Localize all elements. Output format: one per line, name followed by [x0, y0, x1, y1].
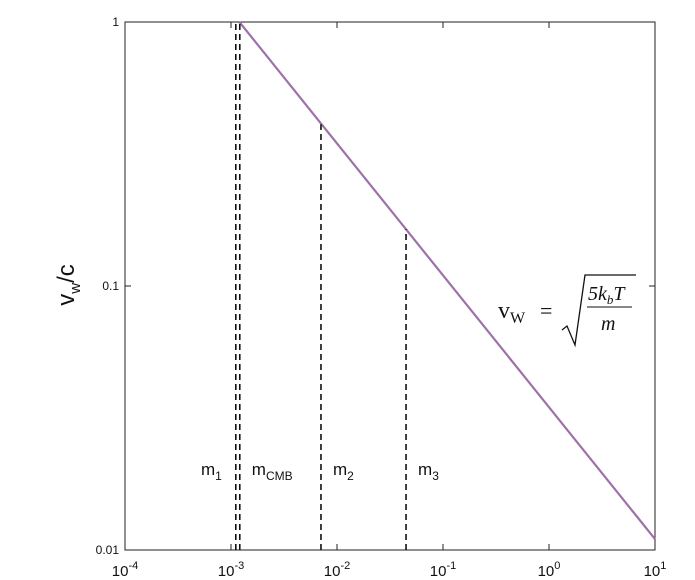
- marker-label-sub: 3: [432, 469, 439, 483]
- marker-label-name: m: [201, 460, 215, 479]
- marker-label: m2: [333, 460, 354, 483]
- marker-label-name: m: [333, 460, 347, 479]
- formula-eq: =: [540, 298, 552, 323]
- y-tick-label: 1: [112, 15, 119, 29]
- marker-label-name: m: [418, 460, 432, 479]
- marker-label-sub: CMB: [266, 469, 293, 483]
- x-tick-label: 10-4: [112, 560, 138, 580]
- marker-label: mCMB: [252, 460, 293, 483]
- marker-label-sub: 2: [347, 469, 354, 483]
- y-axis-label: vw/c: [53, 264, 84, 306]
- formula: vW = 5kbT m: [498, 274, 636, 348]
- x-tick-label: 10-3: [218, 560, 244, 580]
- marker-label-sub: 1: [215, 469, 222, 483]
- y-tick-label: 0.01: [96, 543, 120, 557]
- formula-num: 5k: [588, 283, 608, 305]
- marker-label: m3: [418, 460, 439, 483]
- y-label-sub: w: [67, 283, 84, 295]
- x-tick-label: 10-1: [430, 560, 456, 580]
- formula-num-sub: b: [607, 292, 614, 307]
- svg-text:vW: vW: [498, 298, 526, 327]
- formula-num-tail: T: [613, 283, 626, 305]
- formula-den: m: [601, 313, 615, 335]
- marker-label-name: m: [252, 460, 266, 479]
- series-line: [238, 21, 656, 540]
- y-tick-label: 0.1: [102, 279, 119, 293]
- y-label-base: v: [53, 294, 80, 306]
- formula-lhs-sub: W: [510, 310, 526, 327]
- x-tick-label: 10-2: [324, 560, 350, 580]
- formula-lhs: v: [498, 298, 510, 324]
- y-label-tail: /c: [53, 264, 80, 283]
- marker-label: m1: [201, 460, 222, 483]
- sqrt-sign: [561, 274, 636, 348]
- x-tick-label: 101: [644, 560, 667, 580]
- x-tick-label: 100: [538, 560, 561, 580]
- svg-text:5kbT: 5kbT: [588, 283, 626, 307]
